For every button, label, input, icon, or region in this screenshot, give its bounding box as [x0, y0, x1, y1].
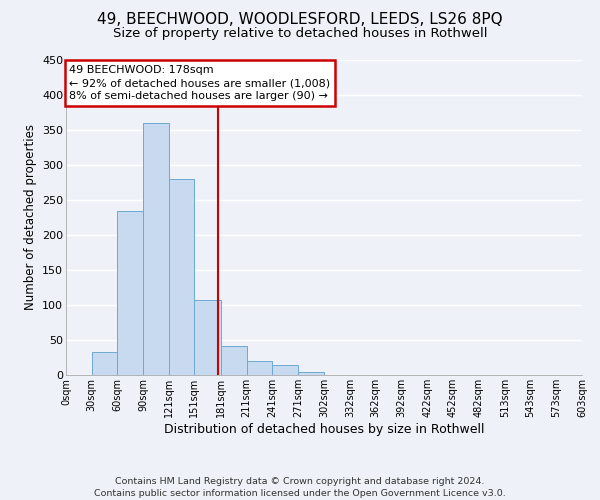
Bar: [247, 361, 272, 375]
Y-axis label: Number of detached properties: Number of detached properties: [23, 124, 37, 310]
Text: 49, BEECHWOOD, WOODLESFORD, LEEDS, LS26 8PQ: 49, BEECHWOOD, WOODLESFORD, LEEDS, LS26 …: [97, 12, 503, 28]
Bar: [92, 352, 118, 375]
X-axis label: Distribution of detached houses by size in Rothwell: Distribution of detached houses by size …: [164, 422, 484, 436]
Bar: [143, 123, 169, 375]
Text: 49 BEECHWOOD: 178sqm
← 92% of detached houses are smaller (1,008)
8% of semi-det: 49 BEECHWOOD: 178sqm ← 92% of detached h…: [70, 65, 331, 102]
Bar: [118, 210, 143, 375]
Bar: [169, 179, 194, 375]
Bar: [272, 364, 298, 375]
Bar: [298, 372, 325, 375]
Bar: [194, 300, 221, 375]
Bar: [221, 346, 247, 375]
Text: Size of property relative to detached houses in Rothwell: Size of property relative to detached ho…: [113, 28, 487, 40]
Text: Contains HM Land Registry data © Crown copyright and database right 2024.
Contai: Contains HM Land Registry data © Crown c…: [94, 476, 506, 498]
